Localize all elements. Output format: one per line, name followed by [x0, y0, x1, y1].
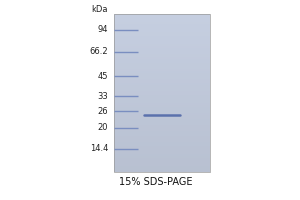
Bar — [114, 48, 210, 50]
Bar — [114, 36, 210, 38]
Text: 94: 94 — [98, 25, 108, 34]
Bar — [114, 134, 210, 136]
Bar — [114, 164, 210, 166]
Bar — [114, 170, 210, 172]
Bar — [114, 34, 210, 36]
Bar — [114, 30, 210, 32]
Text: 20: 20 — [98, 123, 108, 132]
Text: 45: 45 — [98, 72, 108, 81]
Text: 33: 33 — [97, 92, 108, 101]
Text: 26: 26 — [98, 107, 108, 116]
Bar — [114, 148, 210, 150]
Bar — [114, 131, 210, 132]
Bar — [114, 75, 210, 77]
Bar — [114, 32, 210, 34]
Bar — [114, 14, 210, 172]
Bar — [114, 38, 210, 40]
Bar — [114, 52, 210, 53]
Bar — [114, 18, 210, 20]
Text: 14.4: 14.4 — [90, 144, 108, 153]
Bar — [114, 95, 210, 97]
Bar — [114, 105, 210, 107]
Bar — [114, 111, 210, 113]
Bar — [114, 156, 210, 158]
Bar — [114, 129, 210, 131]
Bar — [114, 91, 210, 93]
Bar — [114, 121, 210, 123]
Bar — [114, 150, 210, 152]
Text: 66.2: 66.2 — [89, 47, 108, 56]
Bar — [114, 63, 210, 65]
Bar — [114, 24, 210, 26]
Bar — [114, 28, 210, 30]
Text: kDa: kDa — [92, 5, 108, 15]
Text: 15% SDS-PAGE: 15% SDS-PAGE — [119, 177, 193, 187]
Bar — [114, 83, 210, 85]
Bar — [114, 160, 210, 162]
Bar — [114, 16, 210, 18]
Bar — [114, 42, 210, 44]
Bar — [114, 26, 210, 28]
Bar — [114, 109, 210, 111]
Bar — [114, 97, 210, 99]
Bar — [114, 20, 210, 22]
Bar — [114, 79, 210, 81]
Bar — [114, 77, 210, 79]
Bar — [114, 113, 210, 115]
Bar — [114, 65, 210, 67]
Bar — [114, 142, 210, 144]
Bar — [114, 46, 210, 48]
Bar — [114, 162, 210, 164]
Bar — [114, 146, 210, 148]
Bar — [114, 115, 210, 117]
Bar — [114, 154, 210, 156]
Bar — [114, 136, 210, 138]
Bar — [114, 166, 210, 168]
Bar — [114, 87, 210, 89]
Bar — [114, 125, 210, 127]
Bar — [114, 14, 210, 16]
Bar — [114, 67, 210, 69]
Bar — [114, 73, 210, 75]
Bar — [114, 22, 210, 24]
Bar — [114, 59, 210, 61]
Bar — [114, 40, 210, 42]
Bar — [114, 132, 210, 134]
Bar — [114, 50, 210, 52]
Bar — [114, 103, 210, 105]
Bar — [114, 61, 210, 63]
Bar — [114, 69, 210, 71]
Bar — [114, 123, 210, 125]
Bar — [114, 152, 210, 154]
Bar — [114, 55, 210, 57]
Bar — [114, 158, 210, 160]
Bar — [114, 53, 210, 55]
Bar — [114, 101, 210, 103]
Bar — [114, 168, 210, 170]
Bar — [114, 71, 210, 73]
Bar — [114, 140, 210, 142]
Bar — [114, 57, 210, 59]
Bar — [114, 117, 210, 119]
Bar — [114, 144, 210, 146]
Bar — [114, 81, 210, 83]
Bar — [114, 89, 210, 91]
Bar — [114, 107, 210, 109]
Bar — [114, 44, 210, 46]
Bar — [114, 138, 210, 140]
Bar — [114, 127, 210, 129]
Bar — [114, 93, 210, 95]
Bar — [114, 119, 210, 121]
Bar — [114, 99, 210, 101]
Bar — [114, 85, 210, 87]
